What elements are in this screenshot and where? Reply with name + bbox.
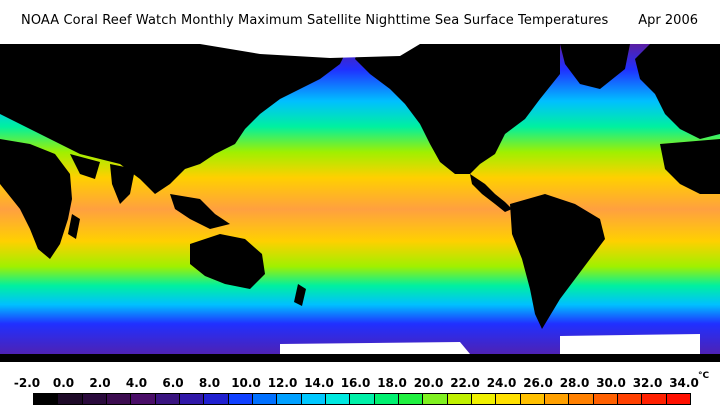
legend-tick-label: 14.0 [304,376,334,390]
legend-swatch [666,394,690,404]
legend-tick-label: 24.0 [486,376,517,390]
legend-tick-label: 8.0 [198,376,221,390]
legend-swatch [642,394,667,404]
maritime-asia [170,194,230,229]
legend-tick-label: 32.0 [632,376,663,390]
legend-tick-label: 26.0 [523,376,553,390]
legend-swatch [301,394,326,404]
new-zealand [294,284,306,306]
madagascar [68,214,80,239]
legend-swatch [520,394,545,404]
legend-colorbar [33,393,691,405]
africa [0,139,72,259]
legend-swatch [374,394,399,404]
legend-swatch [544,394,570,404]
japan [214,119,232,144]
legend-tick-label: 18.0 [377,376,407,390]
australia [190,234,265,289]
sst-map [0,44,720,362]
map-title: NOAA Coral Reef Watch Monthly Maximum Sa… [21,13,609,28]
legend-tick-label: 16.0 [340,376,371,390]
south-america [510,194,605,329]
legend-swatch [277,394,302,404]
legend-swatch [593,394,618,404]
legend-tick-label: 4.0 [125,376,148,390]
north-america [355,44,560,174]
legend-swatch [398,394,424,404]
title-bar: NOAA Coral Reef Watch Monthly Maximum Sa… [0,0,720,44]
legend-swatch [82,394,107,404]
legend-swatch [325,394,351,404]
legend-swatch [471,394,497,404]
legend-tick-label: 22.0 [450,376,480,390]
legend-swatch [569,394,594,404]
antarctica [0,354,720,362]
legend-tick-label: 20.0 [413,376,444,390]
legend-tick-label: 0.0 [52,376,75,390]
legend-swatch [350,394,375,404]
legend-tick-label: 2.0 [89,376,111,390]
west-africa [660,139,720,194]
legend-tick-label: 28.0 [559,376,590,390]
legend-swatch [447,394,472,404]
legend-tick-label: 34.0 [669,376,699,390]
legend-swatch [423,394,448,404]
europe [635,44,720,139]
legend-swatch [131,394,156,404]
legend-swatch [58,394,83,404]
legend-swatch [34,394,59,404]
eurasia [0,44,350,194]
arabia [70,154,100,179]
legend-swatch [252,394,278,404]
legend-swatch [204,394,229,404]
arctic-ice [200,44,420,58]
legend-tick-label: 6.0 [162,376,184,390]
legend-tick-label: 12.0 [267,376,298,390]
land-masses [0,44,720,362]
legend-swatch [155,394,180,404]
legend-swatch [179,394,205,404]
india [110,164,135,204]
color-legend: -2.0 0.0 2.0 4.0 6.0 8.0 10.0 12.0 14.0 16.0 18.0 2… [0,362,720,411]
legend-tick-label: 10.0 [231,376,261,390]
legend-swatch [496,394,521,404]
legend-unit: °C [698,371,710,381]
central-america [470,174,512,212]
legend-tick-label: 30.0 [596,376,626,390]
greenland [560,44,630,89]
legend-tick-label: -2.0 [13,376,41,390]
antarctic-ice [280,342,470,354]
legend-swatch [106,394,132,404]
legend-swatch [228,394,253,404]
map-date: Apr 2006 [638,13,698,28]
antarctic-ice-east [560,334,700,354]
sea-ice [200,44,700,354]
sst-map-svg [0,44,720,362]
legend-swatch [617,394,643,404]
